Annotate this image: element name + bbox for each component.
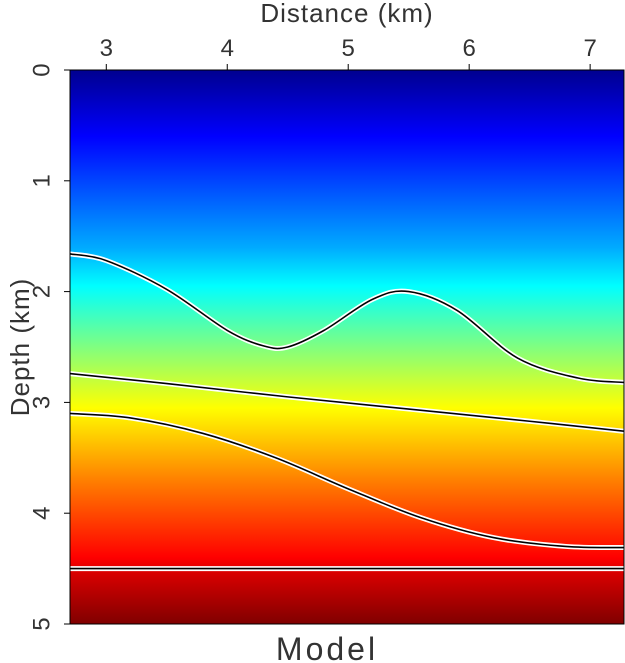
reflectors [70, 251, 624, 572]
x-tick-label: 5 [342, 35, 355, 62]
reflector-1 [70, 253, 624, 384]
x-tick-label: 4 [221, 35, 234, 62]
y-tick-label: 3 [29, 396, 56, 409]
x-tick-label: 6 [462, 35, 475, 62]
x-axis-title: Distance (km) [260, 0, 433, 28]
plot-area [70, 70, 624, 624]
x-tick-label: 7 [583, 35, 596, 62]
y-tick-label: 1 [29, 174, 56, 187]
axes: 3 4 5 6 7 0 1 2 3 4 5 [29, 35, 625, 631]
x-tick-label: 3 [100, 35, 113, 62]
reflector-2 [70, 372, 624, 433]
chart-title: Model [276, 631, 378, 663]
y-axis-title: Depth (km) [5, 278, 35, 417]
y-tick-label: 5 [29, 617, 56, 630]
plot-frame [69, 69, 625, 625]
y-tick-label: 4 [29, 507, 56, 520]
y-tick-label: 2 [29, 285, 56, 298]
reflector-3 [70, 412, 624, 549]
velocity-field [70, 70, 624, 624]
y-tick-label: 0 [29, 63, 56, 76]
